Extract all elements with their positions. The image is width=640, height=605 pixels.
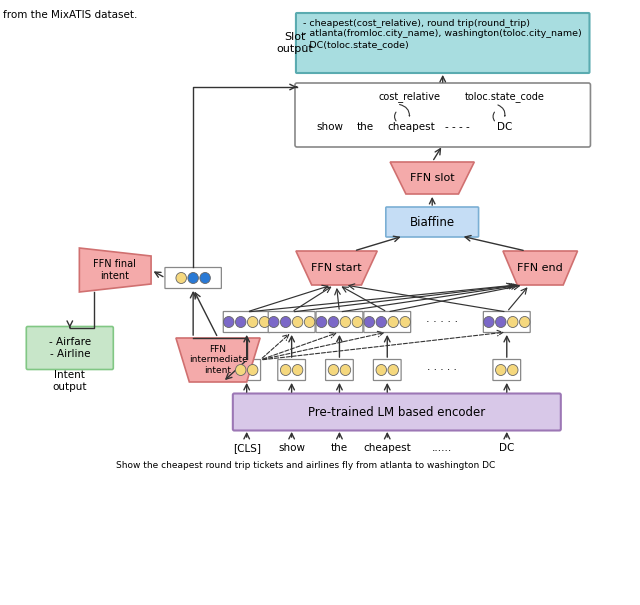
FancyBboxPatch shape	[386, 207, 479, 237]
Circle shape	[223, 316, 234, 327]
Text: cheapest: cheapest	[387, 122, 435, 132]
Polygon shape	[296, 251, 377, 285]
Text: Biaffine: Biaffine	[410, 215, 455, 229]
Circle shape	[248, 316, 258, 327]
Text: FFN final
intent: FFN final intent	[93, 259, 136, 281]
Circle shape	[376, 364, 387, 376]
Circle shape	[236, 316, 246, 327]
FancyBboxPatch shape	[364, 312, 411, 333]
Circle shape	[280, 364, 291, 376]
Text: FFN end: FFN end	[517, 263, 563, 273]
Circle shape	[352, 316, 363, 327]
Circle shape	[304, 316, 315, 327]
FancyBboxPatch shape	[165, 267, 221, 289]
Text: from the MixATIS dataset.: from the MixATIS dataset.	[3, 10, 137, 20]
Circle shape	[188, 272, 198, 284]
FancyBboxPatch shape	[316, 312, 363, 333]
FancyBboxPatch shape	[326, 359, 353, 381]
Text: Pre-trained LM based encoder: Pre-trained LM based encoder	[308, 405, 486, 419]
Circle shape	[508, 364, 518, 376]
Text: the: the	[356, 122, 374, 132]
Text: Intent
output: Intent output	[52, 370, 87, 392]
FancyBboxPatch shape	[26, 327, 113, 370]
Circle shape	[340, 364, 351, 376]
Circle shape	[484, 316, 494, 327]
Text: FFN slot: FFN slot	[410, 173, 454, 183]
Text: cheapest: cheapest	[364, 443, 411, 453]
Circle shape	[400, 316, 410, 327]
FancyBboxPatch shape	[233, 393, 561, 431]
Circle shape	[200, 272, 211, 284]
FancyBboxPatch shape	[483, 312, 530, 333]
Circle shape	[268, 316, 279, 327]
Text: [CLS]: [CLS]	[233, 443, 260, 453]
Polygon shape	[79, 248, 151, 292]
Polygon shape	[503, 251, 577, 285]
Circle shape	[176, 272, 186, 284]
Circle shape	[328, 316, 339, 327]
Text: show: show	[278, 443, 305, 453]
Text: - cheapest(cost_relative), round trip(round_trip)
- atlanta(fromloc.city_name), : - cheapest(cost_relative), round trip(ro…	[303, 19, 581, 49]
Circle shape	[328, 364, 339, 376]
Circle shape	[292, 364, 303, 376]
FancyBboxPatch shape	[493, 359, 521, 381]
Circle shape	[508, 316, 518, 327]
Polygon shape	[176, 338, 260, 382]
Text: cost_relative: cost_relative	[378, 91, 440, 102]
Circle shape	[340, 316, 351, 327]
Circle shape	[495, 316, 506, 327]
Circle shape	[316, 316, 327, 327]
Text: FFN
intermediate
intent: FFN intermediate intent	[189, 345, 248, 375]
Text: · · · · ·: · · · · ·	[426, 317, 458, 327]
Circle shape	[259, 316, 270, 327]
Circle shape	[388, 364, 399, 376]
Text: · · · · ·: · · · · ·	[427, 365, 457, 375]
Text: DC: DC	[497, 122, 513, 132]
FancyBboxPatch shape	[268, 312, 315, 333]
FancyArrowPatch shape	[399, 105, 410, 116]
Text: FFN start: FFN start	[311, 263, 362, 273]
Circle shape	[520, 316, 530, 327]
Circle shape	[364, 316, 374, 327]
Circle shape	[376, 316, 387, 327]
Circle shape	[292, 316, 303, 327]
FancyBboxPatch shape	[278, 359, 305, 381]
Text: DC: DC	[499, 443, 515, 453]
FancyBboxPatch shape	[296, 13, 589, 73]
FancyBboxPatch shape	[233, 359, 260, 381]
Polygon shape	[390, 162, 474, 194]
FancyBboxPatch shape	[295, 83, 591, 147]
FancyArrowPatch shape	[498, 105, 505, 116]
Circle shape	[495, 364, 506, 376]
Text: Show the cheapest round trip tickets and airlines fly from atlanta to washington: Show the cheapest round trip tickets and…	[116, 462, 495, 471]
Text: Slot
output: Slot output	[276, 32, 313, 54]
FancyBboxPatch shape	[223, 312, 270, 333]
Text: - - - -: - - - -	[445, 122, 469, 132]
Text: ......: ......	[431, 443, 452, 453]
Circle shape	[248, 364, 258, 376]
Text: the: the	[331, 443, 348, 453]
FancyBboxPatch shape	[373, 359, 401, 381]
Circle shape	[236, 364, 246, 376]
Text: show: show	[316, 122, 344, 132]
Text: - Airfare
- Airline: - Airfare - Airline	[49, 337, 91, 359]
Circle shape	[388, 316, 399, 327]
Circle shape	[280, 316, 291, 327]
Text: toloc.state_code: toloc.state_code	[465, 91, 545, 102]
